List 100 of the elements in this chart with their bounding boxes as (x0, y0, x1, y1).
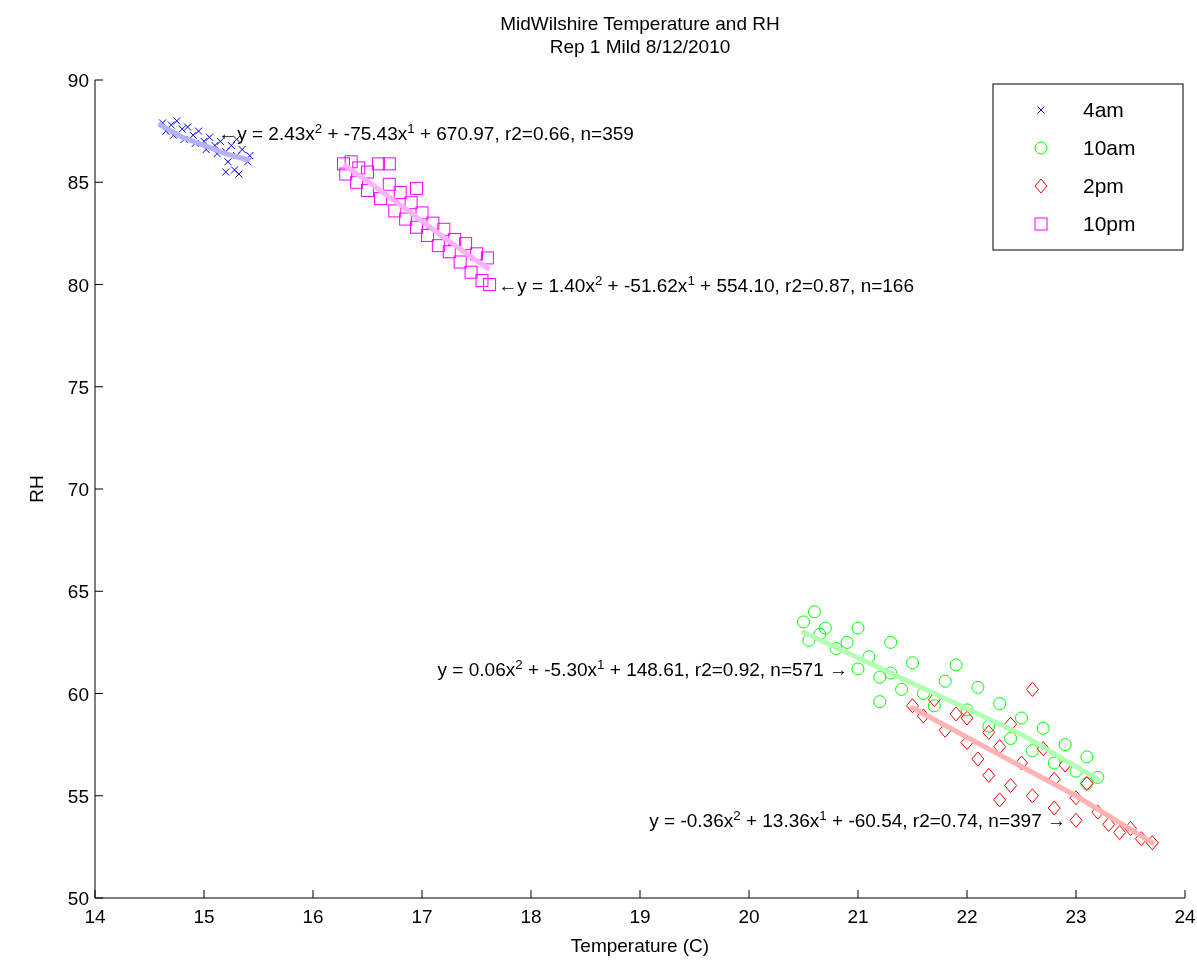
annotation: y = 0.06x$^{2}$ + -5.30x$^{1}$ + 148.61, r2=0.92, n=571 → (437, 656, 848, 680)
point (1036, 721, 1050, 735)
y-axis-title: RH (26, 475, 47, 503)
annotation: y = -0.36x$^{2}$ + 13.36x$^{1}$ + -60.54, r2=0.74, n=397 → (649, 807, 1066, 832)
point (1025, 788, 1039, 804)
chart-title: MidWilshire Temperature and RH (500, 13, 780, 34)
point (1025, 744, 1039, 758)
legend-label: 10pm (1083, 212, 1136, 235)
point (1004, 778, 1018, 794)
y-tick-label: 55 (67, 785, 89, 807)
point (1015, 755, 1028, 771)
point (393, 185, 407, 199)
point (453, 255, 467, 269)
y-tick-label: 85 (67, 172, 89, 194)
point (404, 196, 418, 210)
point (1015, 711, 1028, 725)
point (906, 656, 919, 670)
point (829, 642, 843, 656)
point (1058, 738, 1072, 752)
x-tick-label: 20 (738, 906, 760, 927)
x-tick-label: 14 (84, 906, 106, 927)
point (971, 680, 985, 694)
point (464, 265, 478, 279)
point (1036, 741, 1050, 757)
point (1113, 825, 1127, 841)
y-tick-label: 90 (67, 70, 89, 91)
point (971, 751, 985, 767)
point (399, 212, 413, 226)
point (927, 699, 941, 713)
x-tick-label: 18 (520, 906, 542, 927)
point (371, 157, 385, 171)
point (851, 621, 865, 635)
point (938, 674, 952, 688)
legend-label: 4am (1083, 98, 1124, 121)
point (483, 278, 497, 291)
point (949, 658, 963, 672)
point (982, 767, 996, 783)
y-tick-label: 50 (67, 888, 89, 909)
point (205, 133, 214, 142)
x-tick-label: 15 (193, 906, 215, 927)
point (1047, 800, 1061, 816)
point (1124, 820, 1137, 836)
point (1091, 770, 1105, 784)
point (1069, 812, 1083, 828)
point (475, 273, 489, 287)
point (1080, 750, 1094, 764)
y-tick-label: 80 (67, 274, 89, 296)
point (234, 170, 243, 179)
chart-subtitle: Rep 1 Mild 8/12/2010 (549, 36, 731, 57)
point (210, 141, 219, 150)
point (382, 157, 396, 171)
point (431, 239, 445, 253)
point (382, 177, 396, 191)
point (960, 703, 974, 717)
annotation: ←y = 2.43x$^{2}$ + -75.43x$^{1}$ + 670.97, r2=0.66, n=359 (218, 120, 634, 145)
point (189, 131, 198, 140)
y-tick-label: 70 (67, 479, 89, 500)
x-tick-label: 21 (847, 906, 869, 927)
point (949, 706, 963, 722)
point (895, 682, 909, 696)
annotation: ←y = 1.40x$^{2}$ + -51.62x$^{1}$ + 554.10, r2=0.87, n=166 (498, 272, 914, 296)
point (337, 157, 351, 171)
y-tick-label: 60 (67, 683, 89, 705)
y-tick-label: 65 (67, 581, 89, 603)
point (884, 635, 898, 649)
point (238, 145, 247, 154)
point (993, 697, 1007, 711)
point (1025, 681, 1039, 697)
point (388, 204, 402, 218)
point (982, 724, 996, 740)
point (807, 605, 821, 619)
legend-label: 10am (1083, 136, 1136, 159)
point (884, 666, 898, 680)
point (993, 739, 1007, 755)
x-axis-title: Temperature (C) (570, 935, 710, 956)
y-tick-label: 75 (67, 376, 89, 398)
x-tick-label: 16 (302, 906, 324, 927)
point (797, 615, 810, 629)
point (1102, 816, 1116, 832)
x-tick-label: 17 (411, 906, 433, 927)
point (1069, 790, 1083, 806)
point (993, 792, 1007, 808)
point (223, 157, 232, 166)
point (818, 621, 832, 635)
point (1004, 731, 1018, 745)
point (851, 662, 865, 676)
point (1145, 835, 1159, 851)
point (1134, 831, 1148, 847)
point (172, 116, 181, 125)
point (194, 127, 203, 136)
point (960, 710, 974, 726)
point (916, 708, 930, 724)
x-tick-label: 24 (1174, 906, 1196, 927)
x-tick-label: 23 (1065, 906, 1087, 927)
point (410, 181, 424, 195)
point (840, 635, 854, 649)
legend-label: 2pm (1083, 174, 1124, 197)
point (873, 695, 887, 709)
point (873, 670, 887, 684)
x-tick-label: 22 (956, 906, 978, 927)
